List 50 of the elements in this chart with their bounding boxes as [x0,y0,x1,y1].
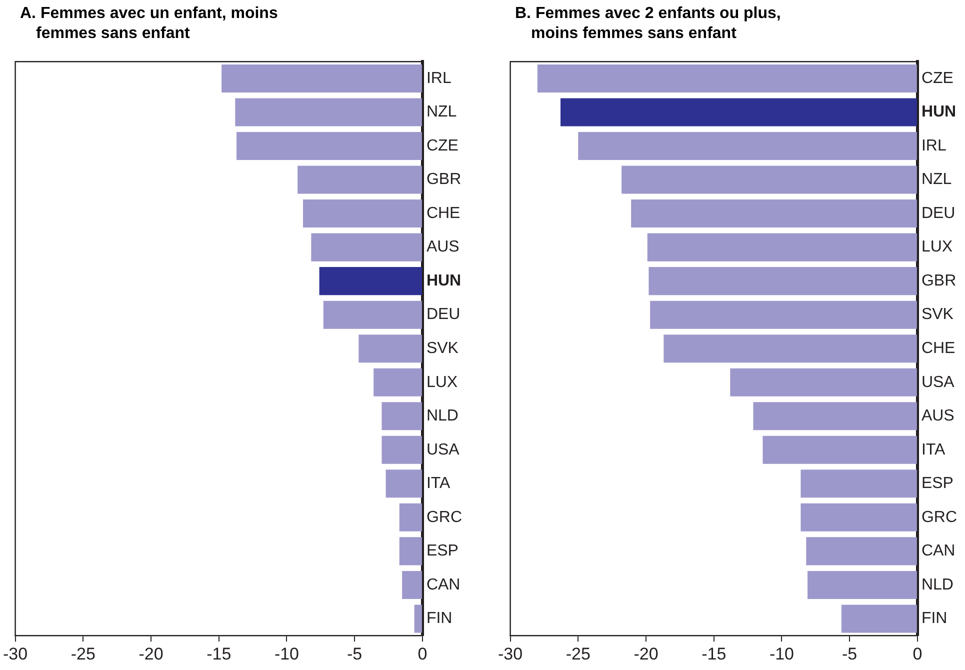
y-tick-label: CZE [426,137,458,154]
x-tick-label: -5 [842,644,858,664]
y-tick-label: NLD [426,408,458,425]
y-tick-label: CAN [426,576,460,594]
y-tick-label: ITA [921,441,946,458]
y-tick-label: GBR [426,171,462,188]
y-tick-label: DEU [426,306,460,324]
y-tick-label: IRL [921,137,946,154]
y-tick-label: LUX [426,374,458,391]
x-tick-label: -30 [498,644,523,664]
y-tick-label: NZL [426,104,457,121]
chart-title: A. Femmes avec un enfant, moins femmes sans enfant [19,4,279,44]
y-tick-label: AUS [426,238,460,256]
x-tick-label: -15 [702,644,726,664]
y-tick-label: GBR [921,272,956,290]
y-tick-label: HUN [921,104,956,121]
y-tick-label: SVK [921,306,954,324]
x-tick-label: -30 [2,644,28,664]
x-tick-label: -15 [206,644,232,664]
y-tick-label: AUS [921,408,954,425]
y-tick-label: NLD [921,576,954,594]
x-tick-label: -10 [769,644,794,664]
y-tick-label: ESP [426,542,458,560]
y-tick-label: USA [426,441,460,458]
y-tick-label: HUN [426,272,462,290]
chart-title: B. Femmes avec 2 enfants ou plus, moins femmes sans enfant [514,4,782,44]
x-tick-label: -25 [566,644,590,664]
y-tick-label: DEU [921,204,956,222]
y-tick-label: GRC [426,508,462,526]
x-tick-label: 0 [418,644,428,664]
x-tick-label: -20 [138,644,164,664]
x-tick-label: -25 [70,644,96,664]
y-tick-label: IRL [426,70,452,87]
y-tick-label: CAN [921,542,956,560]
x-tick-label: -5 [347,644,362,664]
y-tick-label: SVK [426,340,459,358]
y-tick-label: NZL [921,171,952,188]
y-tick-label: GRC [921,508,958,526]
y-tick-label: LUX [921,238,953,256]
y-tick-label: CHE [426,204,460,222]
x-tick-label: 0 [912,644,922,664]
y-tick-label: CHE [921,340,956,358]
y-tick-label: CZE [921,70,954,87]
x-tick-label: -10 [274,644,300,664]
y-tick-label: FIN [426,610,452,628]
y-tick-label: ITA [426,475,450,492]
x-tick-label: -20 [634,644,658,664]
y-tick-label: USA [921,374,955,391]
y-tick-label: FIN [921,610,948,628]
y-tick-label: ESP [921,475,954,492]
